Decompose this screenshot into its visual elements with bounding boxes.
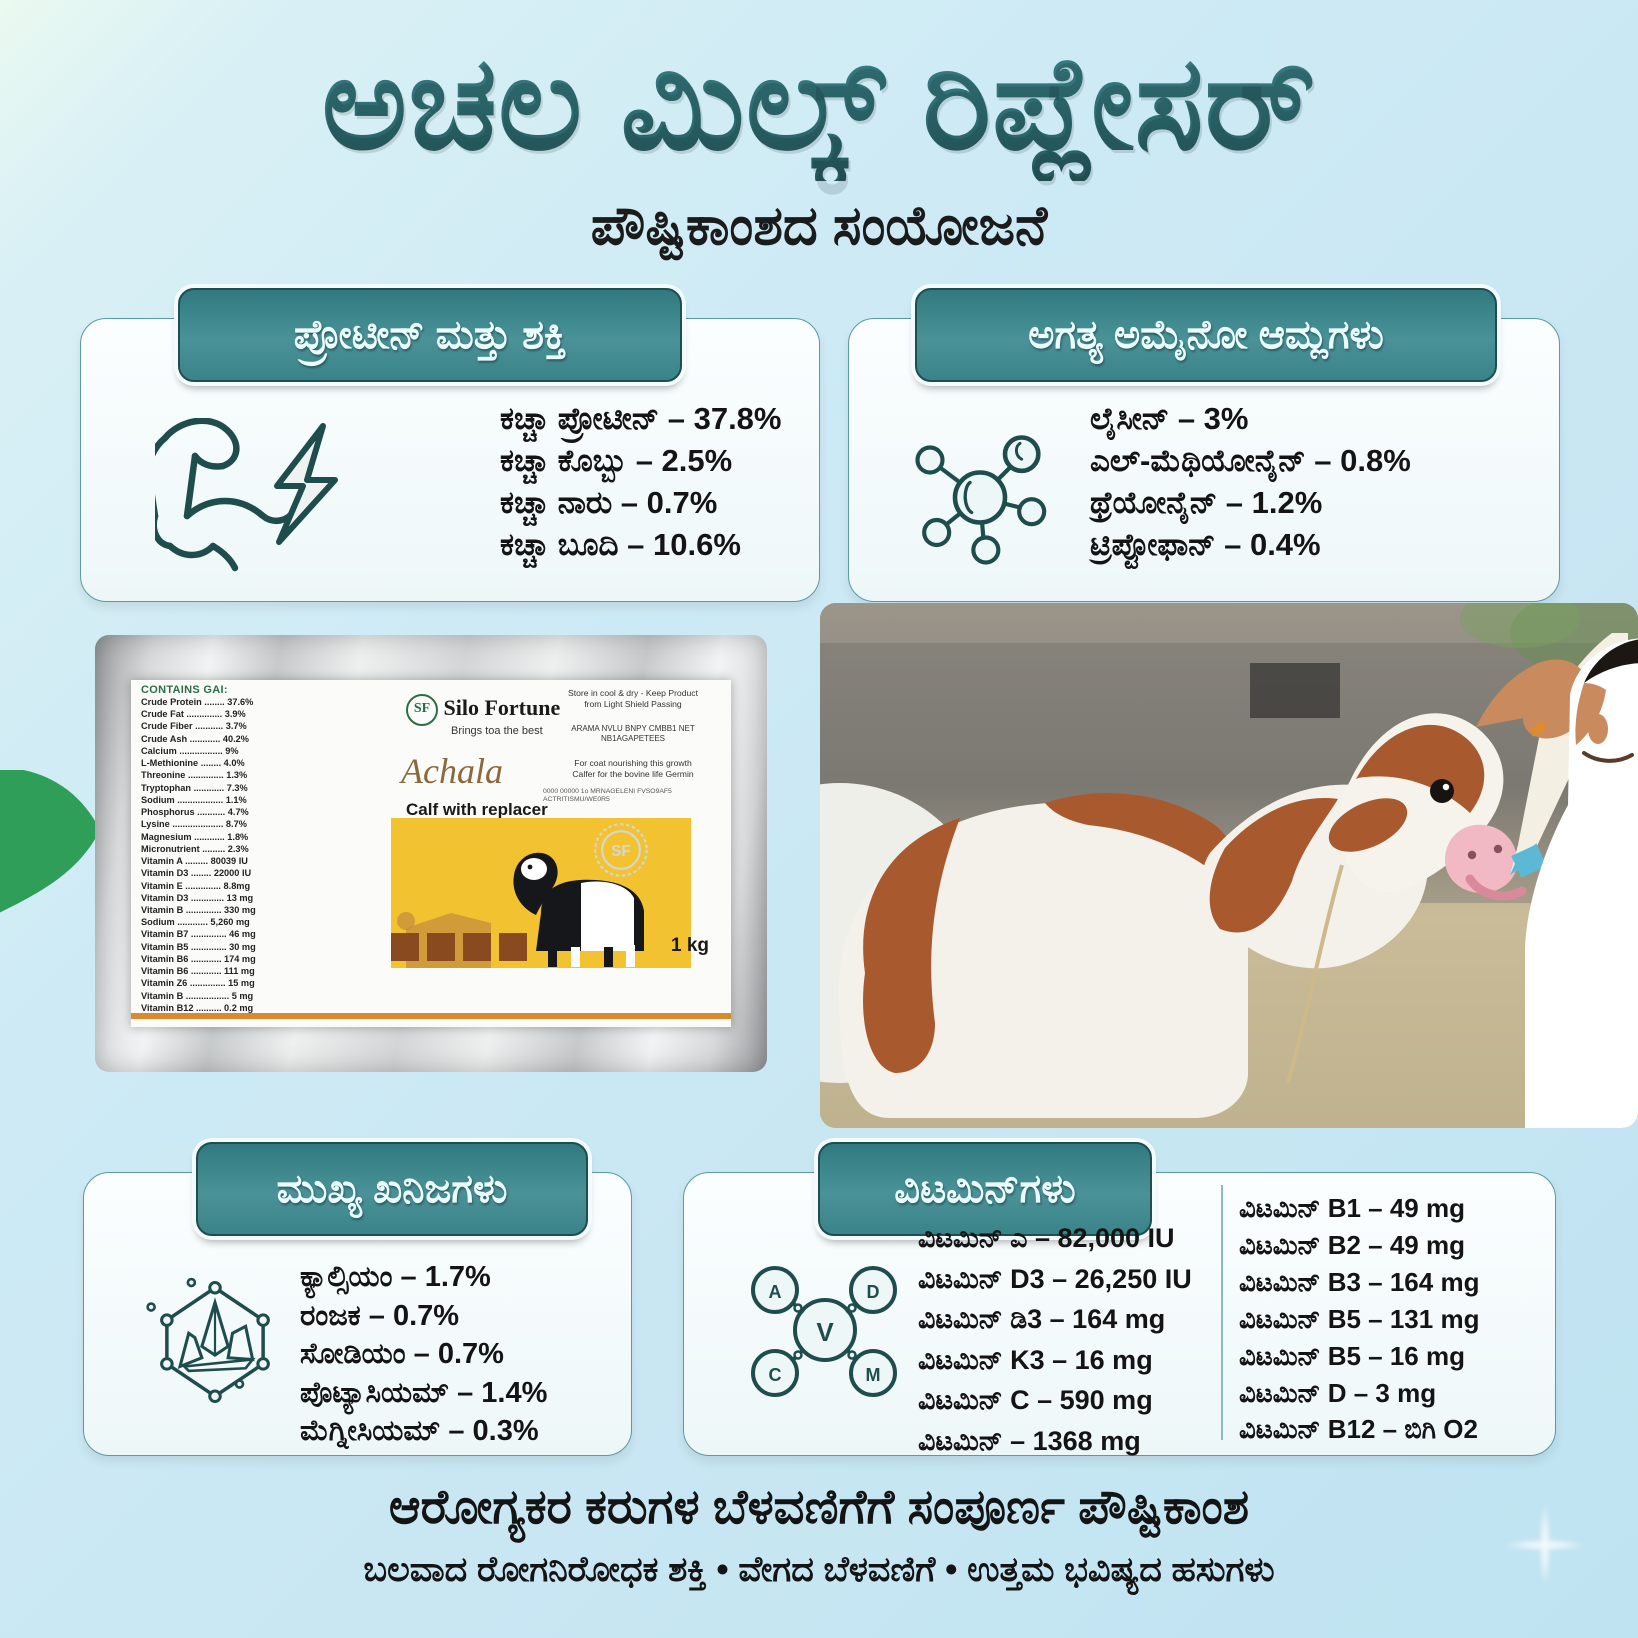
svg-text:M: M [866,1365,881,1385]
svg-text:SF: SF [611,843,631,860]
svg-text:V: V [816,1317,834,1347]
svg-text:C: C [769,1365,782,1385]
svg-text:A: A [769,1282,782,1302]
svg-text:D: D [867,1282,880,1302]
